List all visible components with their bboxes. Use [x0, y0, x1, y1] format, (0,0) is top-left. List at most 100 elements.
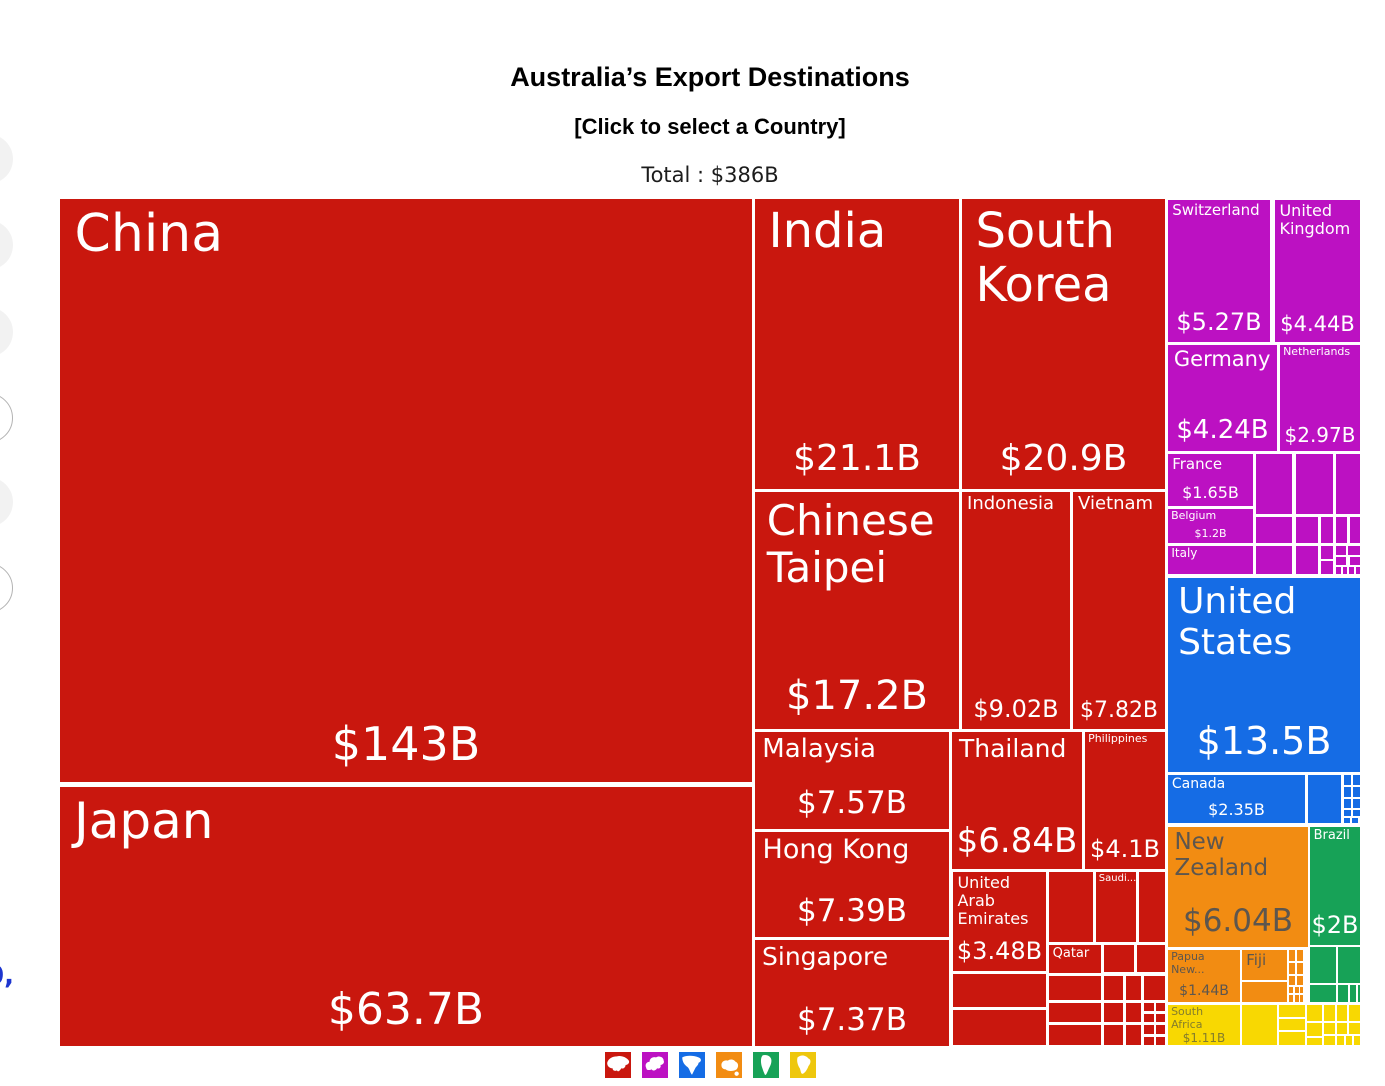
- treemap-filler-cell[interactable]: [1242, 1005, 1277, 1045]
- treemap-filler-cell[interactable]: [1137, 945, 1165, 972]
- treemap-filler-cell[interactable]: [1049, 1003, 1101, 1022]
- cell-switzerland[interactable]: Switzerland $5.27B: [1168, 200, 1270, 342]
- treemap-filler-cell[interactable]: [1296, 517, 1318, 543]
- treemap-filler-cell[interactable]: [1144, 1003, 1154, 1011]
- treemap-filler-cell[interactable]: [1310, 947, 1336, 983]
- treemap-filler-cell[interactable]: [1346, 1036, 1352, 1045]
- treemap-filler-cell[interactable]: [1104, 945, 1134, 972]
- treemap-filler-cell[interactable]: [1336, 557, 1346, 565]
- cell-thailand[interactable]: Thailand $6.84B: [952, 732, 1082, 869]
- treemap-filler-cell[interactable]: [1297, 963, 1303, 974]
- treemap-filler-cell[interactable]: [1353, 799, 1360, 808]
- treemap-filler-cell[interactable]: [1289, 976, 1295, 985]
- treemap-filler-cell[interactable]: [1307, 1023, 1322, 1036]
- treemap-filler-cell[interactable]: [1126, 1025, 1141, 1045]
- treemap-filler-cell[interactable]: [1144, 976, 1165, 1000]
- treemap-filler-cell[interactable]: [1104, 976, 1123, 1000]
- treemap-filler-cell[interactable]: [1279, 1019, 1305, 1030]
- cell-united-arab-emirates[interactable]: United Arab Emirates $3.48B: [953, 872, 1046, 971]
- legend-south-america-icon[interactable]: [752, 1052, 779, 1078]
- treemap-filler-cell[interactable]: [1350, 985, 1356, 1002]
- treemap-filler-cell[interactable]: [1336, 567, 1341, 574]
- treemap-filler-cell[interactable]: [1358, 985, 1360, 1002]
- cell-brazil[interactable]: Brazil $2B: [1310, 827, 1360, 945]
- treemap-filler-cell[interactable]: [1156, 1014, 1165, 1022]
- treemap-filler-cell[interactable]: [1049, 1025, 1101, 1045]
- treemap-filler-cell[interactable]: [1049, 976, 1101, 1000]
- treemap-filler-cell[interactable]: [1354, 1036, 1360, 1045]
- cell-united-states[interactable]: United States $13.5B: [1168, 578, 1360, 772]
- cell-malaysia[interactable]: Malaysia $7.57B: [755, 732, 949, 829]
- treemap-filler-cell[interactable]: [1049, 872, 1093, 942]
- treemap-filler-cell[interactable]: [1336, 454, 1360, 514]
- cell-canada[interactable]: Canada $2.35B: [1168, 775, 1305, 823]
- treemap-filler-cell[interactable]: [1289, 950, 1295, 961]
- cell-hong-kong[interactable]: Hong Kong $7.39B: [755, 832, 949, 937]
- share-button[interactable]: [0, 307, 13, 357]
- treemap-filler-cell[interactable]: [1310, 985, 1336, 1002]
- treemap-filler-cell[interactable]: [1324, 1036, 1335, 1045]
- treemap-filler-cell[interactable]: [1352, 818, 1358, 823]
- treemap-filler-cell[interactable]: [1337, 1005, 1347, 1021]
- cell-india[interactable]: India $21.1B: [755, 199, 959, 489]
- treemap-filler-cell[interactable]: [1321, 517, 1333, 543]
- treemap-filler-cell[interactable]: [953, 1010, 1046, 1045]
- legend-asia-icon[interactable]: [604, 1052, 631, 1078]
- share-button[interactable]: [0, 134, 13, 184]
- treemap-filler-cell[interactable]: [1349, 1023, 1360, 1034]
- treemap-filler-cell[interactable]: [1279, 1005, 1305, 1017]
- treemap-filler-cell[interactable]: [1353, 775, 1360, 785]
- treemap-filler-cell[interactable]: [1348, 546, 1360, 555]
- treemap-filler-cell[interactable]: [1321, 546, 1333, 559]
- cell-japan[interactable]: Japan $63.7B: [60, 787, 752, 1046]
- cell-belgium[interactable]: Belgium $1.2B: [1168, 509, 1253, 543]
- treemap-filler-cell[interactable]: [953, 974, 1046, 1007]
- treemap-filler-cell[interactable]: [1337, 1023, 1347, 1034]
- treemap-filler-cell[interactable]: [1256, 454, 1292, 514]
- treemap-filler-cell[interactable]: [1321, 561, 1333, 574]
- treemap-filler-cell[interactable]: [1144, 1037, 1154, 1045]
- treemap-filler-cell[interactable]: [1349, 567, 1354, 574]
- treemap-filler-cell[interactable]: [1156, 1003, 1165, 1011]
- treemap-filler-cell[interactable]: [1324, 1005, 1335, 1021]
- treemap-filler-cell[interactable]: [1295, 987, 1299, 993]
- treemap-filler-cell[interactable]: [1256, 546, 1292, 574]
- treemap-filler-cell[interactable]: [1139, 872, 1165, 942]
- cell-united-kingdom[interactable]: United Kingdom $4.44B: [1275, 200, 1360, 342]
- treemap-filler-cell[interactable]: [1126, 1003, 1141, 1022]
- legend-europe-icon[interactable]: [641, 1052, 668, 1078]
- legend-africa-icon[interactable]: [789, 1052, 816, 1078]
- cell-china[interactable]: China $143B: [60, 199, 752, 782]
- cell-france[interactable]: France $1.65B: [1168, 454, 1253, 506]
- treemap-filler-cell[interactable]: [1126, 976, 1141, 1000]
- share-button[interactable]: [0, 393, 13, 443]
- treemap-filler-cell[interactable]: [1344, 775, 1351, 785]
- treemap-filler-cell[interactable]: [1353, 787, 1360, 797]
- treemap-filler-cell[interactable]: [1289, 987, 1293, 993]
- treemap-filler-cell[interactable]: [1344, 810, 1351, 816]
- cell-italy[interactable]: Italy: [1168, 546, 1253, 574]
- cell-fiji[interactable]: Fiji: [1242, 950, 1287, 980]
- cell-netherlands[interactable]: Netherlands $2.97B: [1280, 345, 1360, 451]
- cell-south-korea[interactable]: South Korea $20.9B: [962, 199, 1165, 489]
- cell-philippines[interactable]: Philippines $4.1B: [1085, 732, 1165, 869]
- treemap-filler-cell[interactable]: [1104, 1025, 1123, 1045]
- treemap-filler-cell[interactable]: [1242, 982, 1287, 1002]
- cell-singapore[interactable]: Singapore $7.37B: [755, 940, 949, 1046]
- treemap-filler-cell[interactable]: [1296, 546, 1318, 574]
- treemap-filler-cell[interactable]: [1337, 1036, 1344, 1045]
- treemap-filler-cell[interactable]: [1350, 517, 1360, 543]
- treemap-filler-cell[interactable]: [1307, 1005, 1322, 1021]
- treemap-filler-cell[interactable]: [1344, 787, 1351, 797]
- treemap-filler-cell[interactable]: [1349, 1005, 1360, 1021]
- treemap-filler-cell[interactable]: [1356, 567, 1360, 574]
- treemap-filler-cell[interactable]: [1296, 454, 1333, 514]
- treemap-filler-cell[interactable]: [1338, 947, 1360, 983]
- treemap-filler-cell[interactable]: [1353, 810, 1360, 816]
- treemap-filler-cell[interactable]: [1338, 985, 1348, 1002]
- treemap-filler-cell[interactable]: [1324, 1023, 1335, 1034]
- cell-south-africa[interactable]: South Africa $1.11B: [1168, 1005, 1240, 1045]
- treemap-filler-cell[interactable]: [1336, 546, 1346, 555]
- treemap-filler-cell[interactable]: [1104, 1003, 1123, 1022]
- cell-papua-new[interactable]: Papua New... $1.44B: [1168, 950, 1240, 1002]
